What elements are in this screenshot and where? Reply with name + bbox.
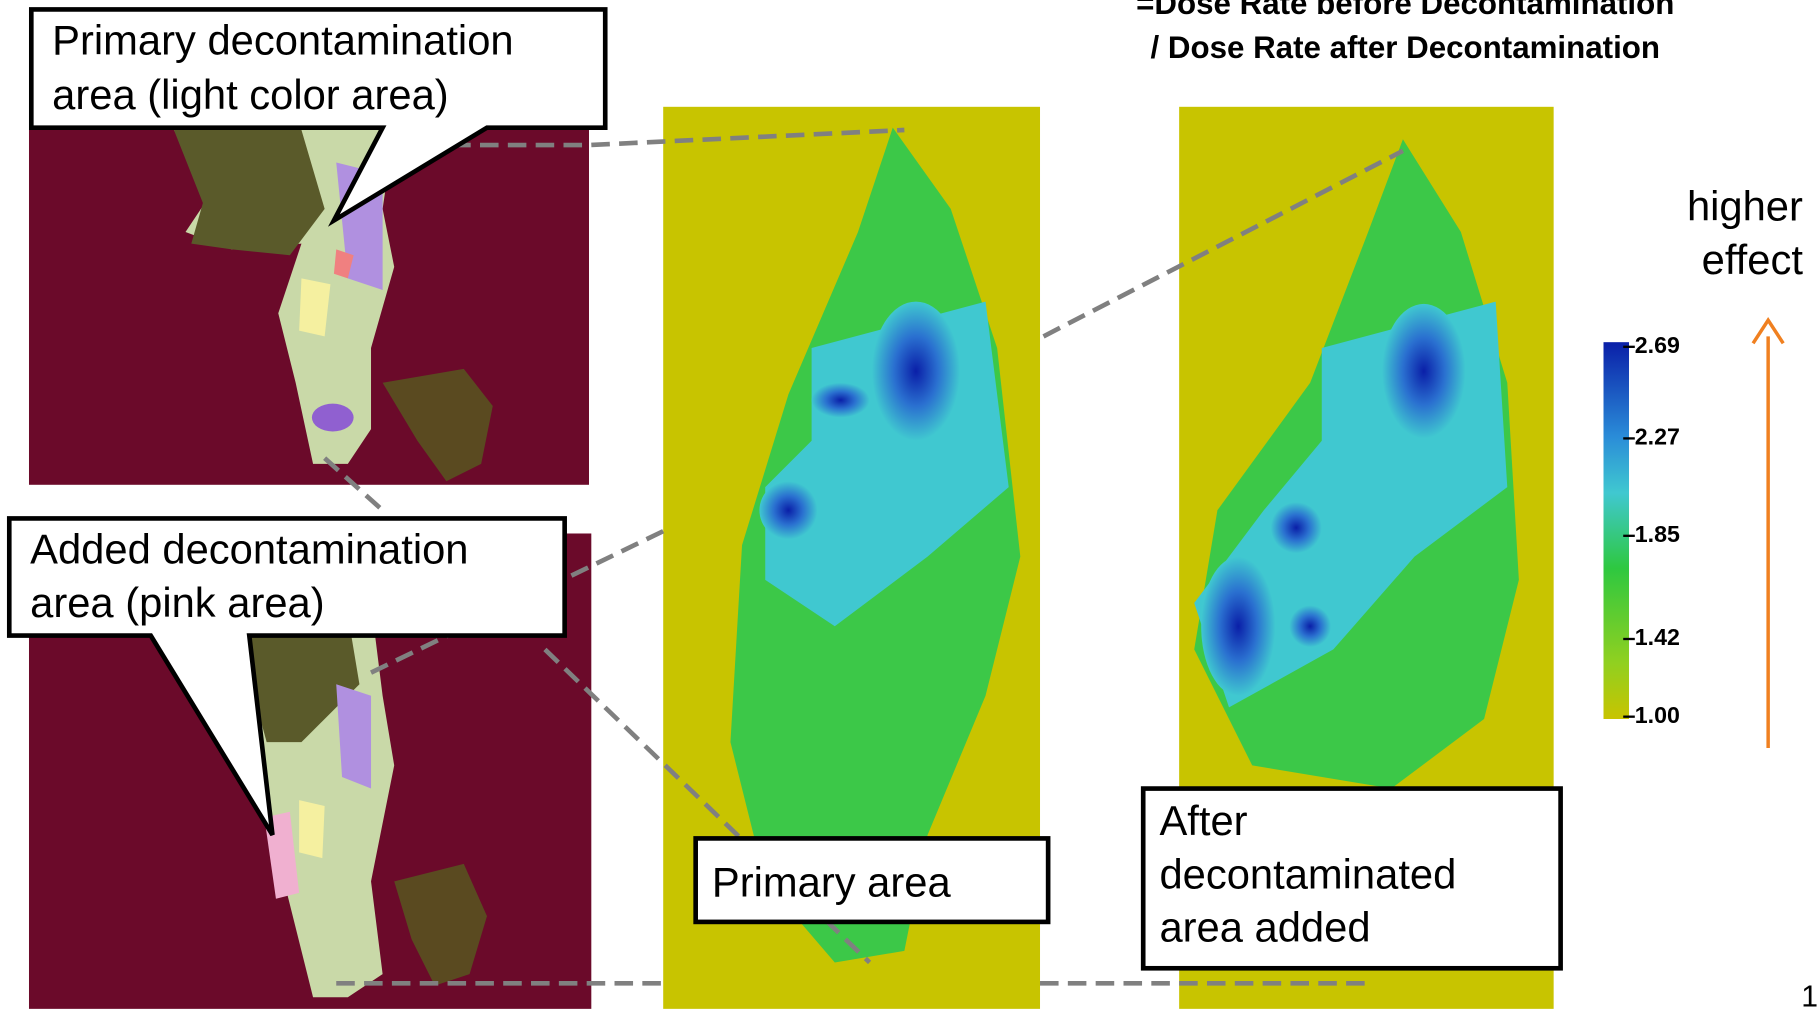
page-number: 1 xyxy=(1801,981,1818,1009)
callout-text: area (light color area) xyxy=(52,71,449,118)
effect-label: higher xyxy=(1687,182,1803,229)
effect-label: effect xyxy=(1702,236,1804,283)
slide: =Dose Rate before Decontamination / Dose… xyxy=(0,0,1818,1009)
colorbar-label: 1.00 xyxy=(1635,702,1680,728)
colorbar-label: 2.69 xyxy=(1635,332,1680,358)
title-line: =Dose Rate before Decontamination xyxy=(1136,0,1674,21)
callout-text: decontaminated xyxy=(1159,850,1456,897)
map-primary xyxy=(29,130,589,485)
callout-text: After xyxy=(1159,797,1247,844)
colorbar-label: 2.27 xyxy=(1635,424,1680,450)
callout-text: Primary decontamination xyxy=(52,17,513,64)
callout-text: Primary area xyxy=(712,858,952,905)
callout-primary-area: Primary area xyxy=(696,838,1048,921)
colorbar xyxy=(1604,342,1630,719)
colorbar-label: 1.85 xyxy=(1635,521,1680,547)
colorbar-label: 1.42 xyxy=(1635,624,1680,650)
callout-after-added: After decontaminated area added xyxy=(1143,789,1560,969)
callout-text: area added xyxy=(1159,904,1370,951)
callout-text: area (pink area) xyxy=(30,579,325,626)
callout-text: Added decontamination xyxy=(30,526,468,573)
title-line: / Dose Rate after Decontamination xyxy=(1150,30,1660,65)
